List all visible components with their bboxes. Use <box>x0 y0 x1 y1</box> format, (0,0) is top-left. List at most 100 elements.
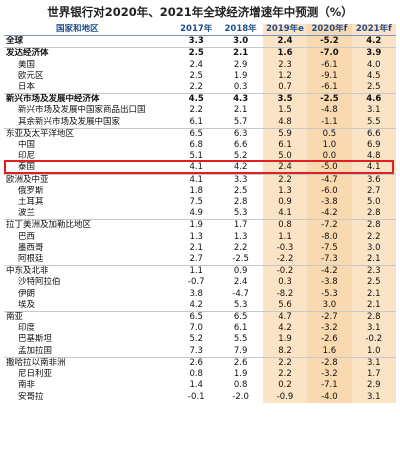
row-value: 5.1 <box>189 151 203 162</box>
row-value: 2.6 <box>174 356 219 370</box>
row-value: -1.1 <box>307 116 352 129</box>
row-value: 1.9 <box>233 70 248 81</box>
row-label: 印尼 <box>18 151 36 162</box>
row-value: 2.6 <box>218 356 263 370</box>
row-value: 5.3 <box>233 208 248 219</box>
row-value: -7.1 <box>307 380 352 392</box>
row-label: 波兰 <box>18 208 36 219</box>
row-value: 6.5 <box>174 311 219 324</box>
row-value: 7.5 <box>189 197 203 208</box>
row-value: 0.8 <box>189 369 203 380</box>
row-value: 0.9 <box>218 265 263 278</box>
row-label: 全球 <box>6 36 24 47</box>
row-value: -4.7 <box>232 288 249 299</box>
row-label: 发达经济体 <box>4 47 175 60</box>
row-value: -2.6 <box>307 334 352 346</box>
row-value: -4.0 <box>307 391 352 403</box>
row-value: 1.0 <box>351 345 396 358</box>
row-value: 5.6 <box>262 299 308 312</box>
row-value: 2.7 <box>351 185 396 198</box>
row-label: 泰国 <box>18 162 36 173</box>
row-value: -7.5 <box>307 242 352 255</box>
row-label: 日本 <box>18 82 36 93</box>
row-value: 2.1 <box>351 299 396 312</box>
row-value: -2.2 <box>262 254 308 266</box>
forecast-table: 国家和地区 2017年 2018年 2019年e 2020年f 2021年f 全… <box>4 24 396 403</box>
row-label: 美国 <box>18 59 36 70</box>
row-label: 尼日利亚 <box>18 369 53 380</box>
row-label: 欧洲及中亚 <box>4 173 175 186</box>
row-value: 6.6 <box>233 140 248 151</box>
row-value: 2.8 <box>351 311 396 324</box>
row-value: 7.0 <box>189 323 203 334</box>
row-value: -2.0 <box>232 391 249 402</box>
row-value: 2.7 <box>189 254 203 265</box>
row-value: 0.2 <box>262 380 308 392</box>
row-value: 4.1 <box>262 208 308 220</box>
row-value: -4.2 <box>307 265 352 278</box>
row-value: -5.2 <box>307 35 352 48</box>
row-value: 4.8 <box>262 116 308 129</box>
row-value: -0.2 <box>351 334 396 346</box>
row-label: 墨西哥 <box>18 242 44 253</box>
row-value: 2.2 <box>262 356 308 370</box>
row-value: 5.2 <box>189 334 203 345</box>
table-row: 尼日利亚 0.8 1.9 2.2 -3.2 1.7 <box>4 369 396 381</box>
col-header-region: 国家和地区 <box>4 24 175 37</box>
row-value: 4.1 <box>174 173 219 186</box>
row-value: 2.5 <box>174 47 219 60</box>
row-value: 6.6 <box>351 127 396 141</box>
row-value: 3.0 <box>233 36 249 47</box>
row-value: 1.7 <box>351 369 396 381</box>
row-value: 4.7 <box>262 311 308 324</box>
row-value: 1.1 <box>174 265 219 278</box>
row-value: 0.5 <box>307 127 352 141</box>
row-label: 南亚 <box>4 311 175 324</box>
row-value: 4.2 <box>189 299 203 310</box>
row-value: 6.5 <box>218 311 263 324</box>
row-value: -0.7 <box>187 277 205 288</box>
row-value: 6.3 <box>218 127 263 141</box>
row-label: 伊朗 <box>18 288 36 299</box>
row-label: 沙特阿拉伯 <box>18 277 61 288</box>
row-value: -3.2 <box>307 323 352 335</box>
row-value: -2.7 <box>307 311 352 324</box>
row-value: -6.1 <box>307 82 352 94</box>
row-value: 2.8 <box>351 219 396 232</box>
table-row: 波兰 4.9 5.3 4.1 -4.2 2.8 <box>4 208 396 220</box>
row-value: 2.9 <box>351 380 396 392</box>
col-header-2019: 2019年e <box>262 24 308 37</box>
row-value: -7.2 <box>307 219 352 232</box>
row-value: 6.1 <box>262 140 308 152</box>
table-row: 沙特阿拉伯 -0.7 2.4 0.3 -3.8 2.5 <box>4 277 396 289</box>
table-row: 泰国 4.1 4.2 2.4 -5.0 4.1 <box>4 162 396 175</box>
row-value: 3.1 <box>351 105 396 117</box>
row-label: 新兴市场及发展中经济体 <box>4 93 175 106</box>
row-value: 0.3 <box>262 277 308 289</box>
row-value: 2.2 <box>262 173 308 186</box>
row-value: 2.4 <box>189 59 203 70</box>
row-value: -8.0 <box>307 231 352 243</box>
row-value: 2.1 <box>351 288 396 300</box>
row-value: 2.3 <box>351 265 396 278</box>
row-value: 1.3 <box>189 231 203 242</box>
table-row: 东亚及太平洋地区 6.5 6.3 5.9 0.5 6.6 <box>4 127 396 141</box>
row-value: 5.0 <box>351 197 396 209</box>
row-value: 2.4 <box>262 35 308 48</box>
row-value: -4.8 <box>307 105 352 117</box>
row-value: 4.6 <box>351 93 396 106</box>
row-value: 4.2 <box>262 323 308 335</box>
table-row: 发达经济体 2.5 2.1 1.6 -7.0 3.9 <box>4 47 396 60</box>
row-value: 2.1 <box>218 47 263 60</box>
table-row: 新兴市场及发展中国家商品出口国 2.2 2.1 1.5 -4.8 3.1 <box>4 105 396 117</box>
row-value: 2.2 <box>189 105 203 116</box>
row-value: 6.8 <box>189 140 203 151</box>
row-value: -5.3 <box>307 288 352 300</box>
row-value: 4.0 <box>351 59 396 71</box>
row-label: 阿根廷 <box>18 254 44 265</box>
table-row: 印尼 5.1 5.2 5.0 0.0 4.8 <box>4 151 396 163</box>
table-row: 巴基斯坦 5.2 5.5 1.9 -2.6 -0.2 <box>4 334 396 346</box>
row-value: 5.5 <box>351 116 396 129</box>
col-header-2018: 2018年 <box>218 24 263 37</box>
row-value: -2.5 <box>232 254 249 265</box>
